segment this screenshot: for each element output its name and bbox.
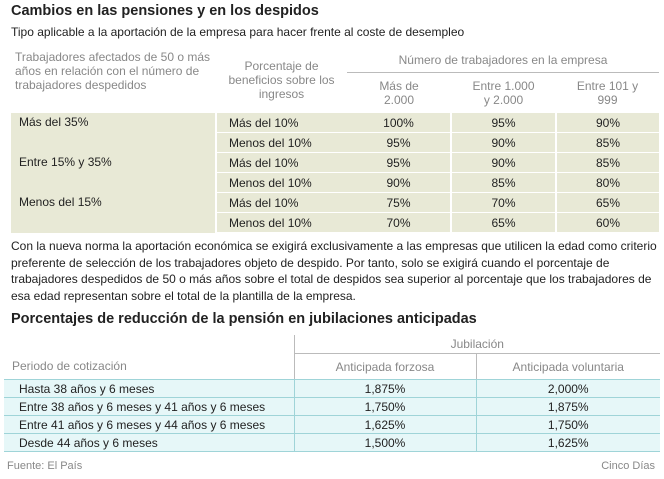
table-row: Menos del 10% 70% 65% 60% [11, 212, 659, 233]
row-value: 80% [556, 172, 659, 193]
table-row: Entre 41 años y 6 meses y 44 años y 6 me… [4, 415, 660, 434]
source-credit: Fuente: El País [7, 460, 83, 472]
row-value: 90% [347, 172, 451, 193]
row-value: 75% [347, 192, 451, 213]
row-value: 85% [556, 132, 659, 153]
row-value: 60% [556, 212, 659, 233]
table-row: Hasta 38 años y 6 meses 1,875% 2,000% [4, 379, 660, 398]
table-row: Menos del 10% 90% 85% 80% [11, 172, 659, 193]
row-value: 70% [347, 212, 451, 233]
row-value: 95% [347, 152, 451, 173]
header-company-workers-group: Número de trabajadores en la empresa [347, 47, 659, 74]
row-value: 95% [450, 113, 557, 133]
header-jubilacion: Jubilación [293, 335, 660, 354]
row-value: 100% [347, 113, 451, 133]
row-period: Entre 41 años y 6 meses y 44 años y 6 me… [4, 415, 294, 434]
row-forced-value: 1,875% [293, 379, 476, 398]
table-row: Menos del 10% 95% 90% 85% [11, 132, 659, 153]
row-forced-value: 1,625% [293, 415, 476, 434]
table-row: Más del 35% Más del 10% 100% 95% 90% [11, 113, 659, 153]
row-forced-value: 1,750% [293, 397, 476, 416]
row-profit: Menos del 10% [215, 212, 347, 233]
row-value: 65% [450, 212, 557, 233]
row-value: 65% [556, 192, 659, 213]
row-profit: Menos del 10% [215, 132, 347, 153]
row-profit: Más del 10% [215, 152, 347, 173]
row-value: 85% [450, 172, 557, 193]
header-affected-workers: Trabajadores afectados de 50 o más años … [15, 50, 211, 92]
header-profit-percentage: Porcentaje de beneficios sobre los ingre… [228, 59, 335, 101]
row-forced-value: 1,500% [293, 433, 476, 452]
row-period: Entre 38 años y 6 meses y 41 años y 6 me… [4, 397, 294, 416]
row-period: Desde 44 años y 6 meses [4, 433, 294, 452]
row-value: 90% [450, 152, 557, 173]
row-period: Hasta 38 años y 6 meses [4, 379, 294, 398]
brand-credit: Cinco Días [601, 460, 655, 472]
table-row: Desde 44 años y 6 meses 1,500% 1,625% [4, 433, 660, 452]
row-profit: Más del 10% [215, 192, 347, 213]
row-voluntary-value: 2,000% [475, 379, 660, 398]
section1-subtitle: Tipo aplicable a la aportación de la emp… [11, 25, 465, 39]
header-more-than-2000: Más de 2.000 [379, 79, 419, 108]
explanatory-paragraph: Con la nueva norma la aportación económi… [11, 239, 657, 303]
row-category: Más del 35% [11, 113, 216, 153]
row-category: Entre 15% y 35% [11, 152, 216, 193]
row-value: 90% [450, 132, 557, 153]
row-value: 70% [450, 192, 557, 213]
row-voluntary-value: 1,875% [475, 397, 660, 416]
header-forced-early: Anticipada forzosa [293, 353, 476, 380]
pension-reduction-table: Jubilación Periodo de cotización Anticip… [4, 335, 660, 452]
section2-title: Porcentajes de reducción de la pensión e… [11, 311, 477, 327]
header-contribution-period: Periodo de cotización [4, 353, 294, 380]
table-row: Entre 15% y 35% Más del 10% 95% 90% 85% [11, 152, 659, 193]
unemployment-contribution-table: Trabajadores afectados de 50 o más años … [11, 47, 659, 233]
header-101-999: Entre 101 y 999 [576, 79, 639, 108]
row-profit: Más del 10% [215, 113, 347, 133]
section1-title: Cambios en las pensiones y en los despid… [11, 3, 319, 19]
row-value: 85% [556, 152, 659, 173]
row-value: 90% [556, 113, 659, 133]
row-profit: Menos del 10% [215, 172, 347, 193]
table-row: Menos del 15% Más del 10% 75% 70% 65% [11, 192, 659, 233]
row-voluntary-value: 1,750% [475, 415, 660, 434]
table-row: Entre 38 años y 6 meses y 41 años y 6 me… [4, 397, 660, 416]
row-voluntary-value: 1,625% [475, 433, 660, 452]
header-1000-2000: Entre 1.000 y 2.000 [472, 79, 535, 108]
header-voluntary-early: Anticipada voluntaria [475, 353, 660, 380]
row-value: 95% [347, 132, 451, 153]
row-category: Menos del 15% [11, 192, 216, 233]
